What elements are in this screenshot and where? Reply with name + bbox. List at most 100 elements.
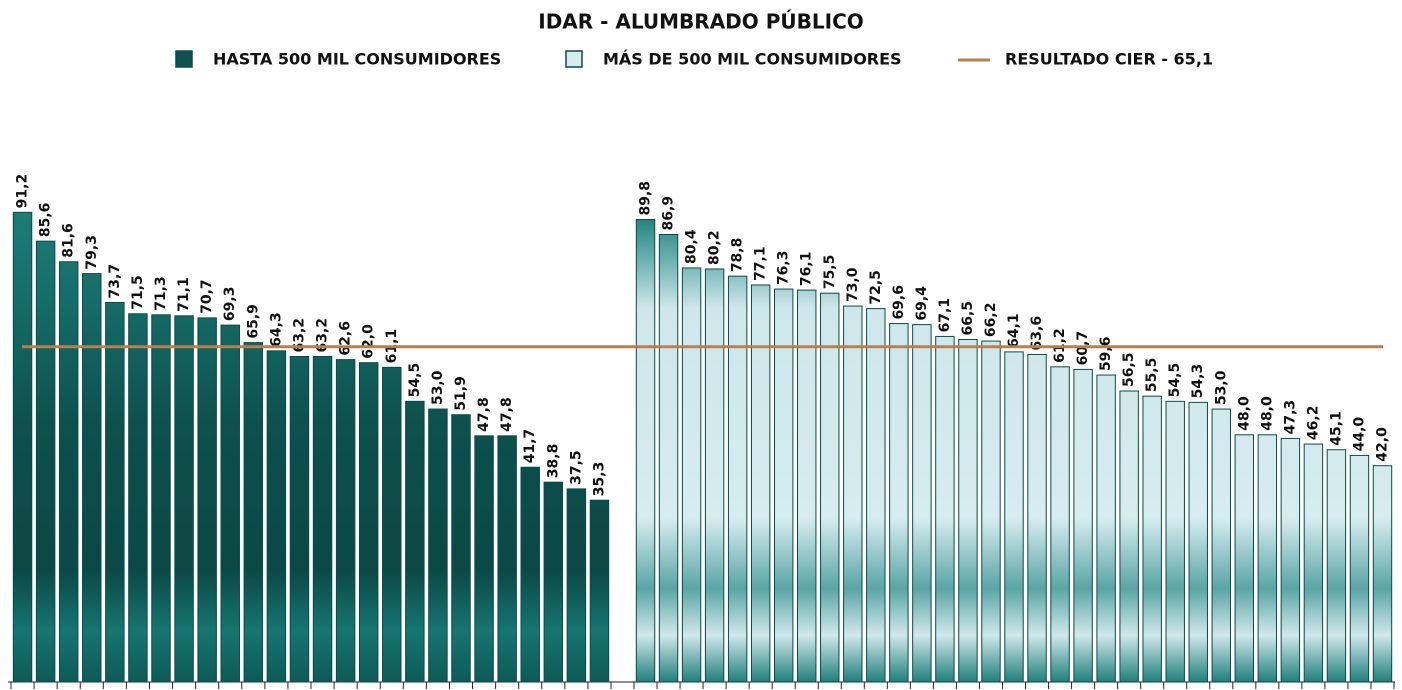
bar bbox=[1142, 395, 1162, 683]
data-label: 73,0 bbox=[845, 267, 861, 302]
bar bbox=[497, 435, 517, 683]
data-label: 38,8 bbox=[545, 444, 561, 479]
bar bbox=[566, 488, 587, 683]
bar bbox=[1257, 434, 1278, 683]
data-label: 69,3 bbox=[222, 287, 238, 322]
bar bbox=[1004, 351, 1024, 683]
bar bbox=[866, 308, 886, 683]
bar bbox=[750, 284, 771, 683]
bar bbox=[382, 366, 402, 683]
data-label: 89,8 bbox=[638, 181, 654, 216]
legend-swatch bbox=[175, 50, 193, 68]
data-label: 53,0 bbox=[430, 370, 446, 405]
data-label: 75,5 bbox=[822, 255, 838, 290]
bar bbox=[1326, 449, 1347, 683]
bar bbox=[1280, 437, 1301, 683]
data-label: 42,0 bbox=[1374, 427, 1390, 462]
bar bbox=[981, 340, 1001, 683]
data-label: 72,5 bbox=[868, 270, 884, 305]
data-label: 47,3 bbox=[1282, 400, 1298, 435]
bar bbox=[151, 314, 171, 683]
data-label: 80,4 bbox=[684, 229, 700, 264]
bar bbox=[474, 435, 494, 683]
data-label: 47,8 bbox=[499, 397, 515, 432]
data-label: 80,2 bbox=[707, 230, 723, 265]
bar bbox=[589, 499, 610, 683]
bar bbox=[35, 240, 56, 683]
bar bbox=[451, 414, 471, 683]
bar bbox=[289, 356, 310, 683]
data-label: 54,3 bbox=[1190, 364, 1206, 399]
data-label: 54,5 bbox=[1167, 363, 1183, 398]
legend-label: HASTA 500 MIL CONSUMIDORES bbox=[213, 50, 501, 69]
bar bbox=[1096, 374, 1116, 683]
data-label: 73,7 bbox=[107, 264, 123, 299]
data-label: 48,0 bbox=[1236, 396, 1252, 431]
bar bbox=[958, 339, 978, 683]
data-label: 66,5 bbox=[960, 301, 976, 336]
bar bbox=[1050, 366, 1070, 683]
bar bbox=[12, 211, 33, 683]
data-label: 79,3 bbox=[84, 235, 100, 270]
bar bbox=[105, 301, 125, 683]
data-label: 51,9 bbox=[453, 376, 469, 411]
data-label: 78,8 bbox=[730, 238, 746, 273]
chart-title: IDAR - ALUMBRADO PÚBLICO bbox=[538, 10, 864, 34]
bar bbox=[935, 335, 955, 683]
bar bbox=[727, 275, 748, 683]
data-label: 45,1 bbox=[1328, 411, 1344, 446]
bar bbox=[1211, 408, 1231, 683]
legend-swatch bbox=[565, 50, 583, 68]
data-label: 59,6 bbox=[1098, 337, 1114, 372]
data-label: 70,7 bbox=[199, 279, 215, 314]
data-label: 37,5 bbox=[568, 450, 584, 485]
bar bbox=[312, 356, 333, 683]
bar bbox=[428, 408, 448, 683]
data-label: 64,1 bbox=[1006, 313, 1022, 348]
data-label: 69,4 bbox=[914, 286, 930, 321]
data-label: 55,5 bbox=[1144, 358, 1160, 393]
bar bbox=[543, 481, 564, 683]
data-label: 46,2 bbox=[1305, 406, 1321, 441]
bar bbox=[820, 292, 840, 683]
data-label: 76,3 bbox=[776, 251, 792, 286]
bar bbox=[220, 324, 240, 683]
data-label: 76,1 bbox=[799, 252, 815, 287]
bar bbox=[912, 324, 932, 683]
bar bbox=[243, 342, 264, 683]
legend-label: MÁS DE 500 MIL CONSUMIDORES bbox=[603, 50, 902, 69]
bar bbox=[1027, 353, 1047, 683]
bar bbox=[266, 350, 287, 683]
data-label: 81,6 bbox=[61, 223, 77, 258]
data-label: 63,6 bbox=[1029, 316, 1045, 351]
data-label: 44,0 bbox=[1351, 417, 1367, 452]
bar bbox=[405, 400, 425, 683]
bar bbox=[128, 313, 148, 683]
bar bbox=[704, 268, 725, 683]
bar bbox=[889, 323, 909, 683]
bar bbox=[1303, 443, 1324, 683]
data-label: 62,6 bbox=[338, 321, 354, 356]
data-label: 85,6 bbox=[38, 203, 54, 238]
bar bbox=[1165, 400, 1185, 683]
data-label: 71,1 bbox=[176, 277, 192, 312]
bar bbox=[1234, 434, 1255, 683]
bar bbox=[1349, 454, 1370, 683]
bar bbox=[1372, 465, 1393, 683]
bar bbox=[174, 315, 194, 683]
bar bbox=[358, 362, 379, 683]
bar bbox=[520, 466, 540, 683]
bar bbox=[797, 289, 817, 683]
data-label: 63,2 bbox=[315, 318, 331, 353]
bar bbox=[843, 305, 863, 683]
data-label: 65,9 bbox=[245, 304, 261, 339]
bar bbox=[1188, 401, 1208, 683]
data-label: 71,3 bbox=[153, 276, 169, 311]
data-label: 63,2 bbox=[291, 318, 307, 353]
data-label: 64,3 bbox=[268, 312, 284, 347]
bar bbox=[635, 219, 656, 683]
data-label: 53,0 bbox=[1213, 370, 1229, 405]
bar bbox=[1119, 390, 1139, 683]
bar bbox=[58, 261, 79, 683]
